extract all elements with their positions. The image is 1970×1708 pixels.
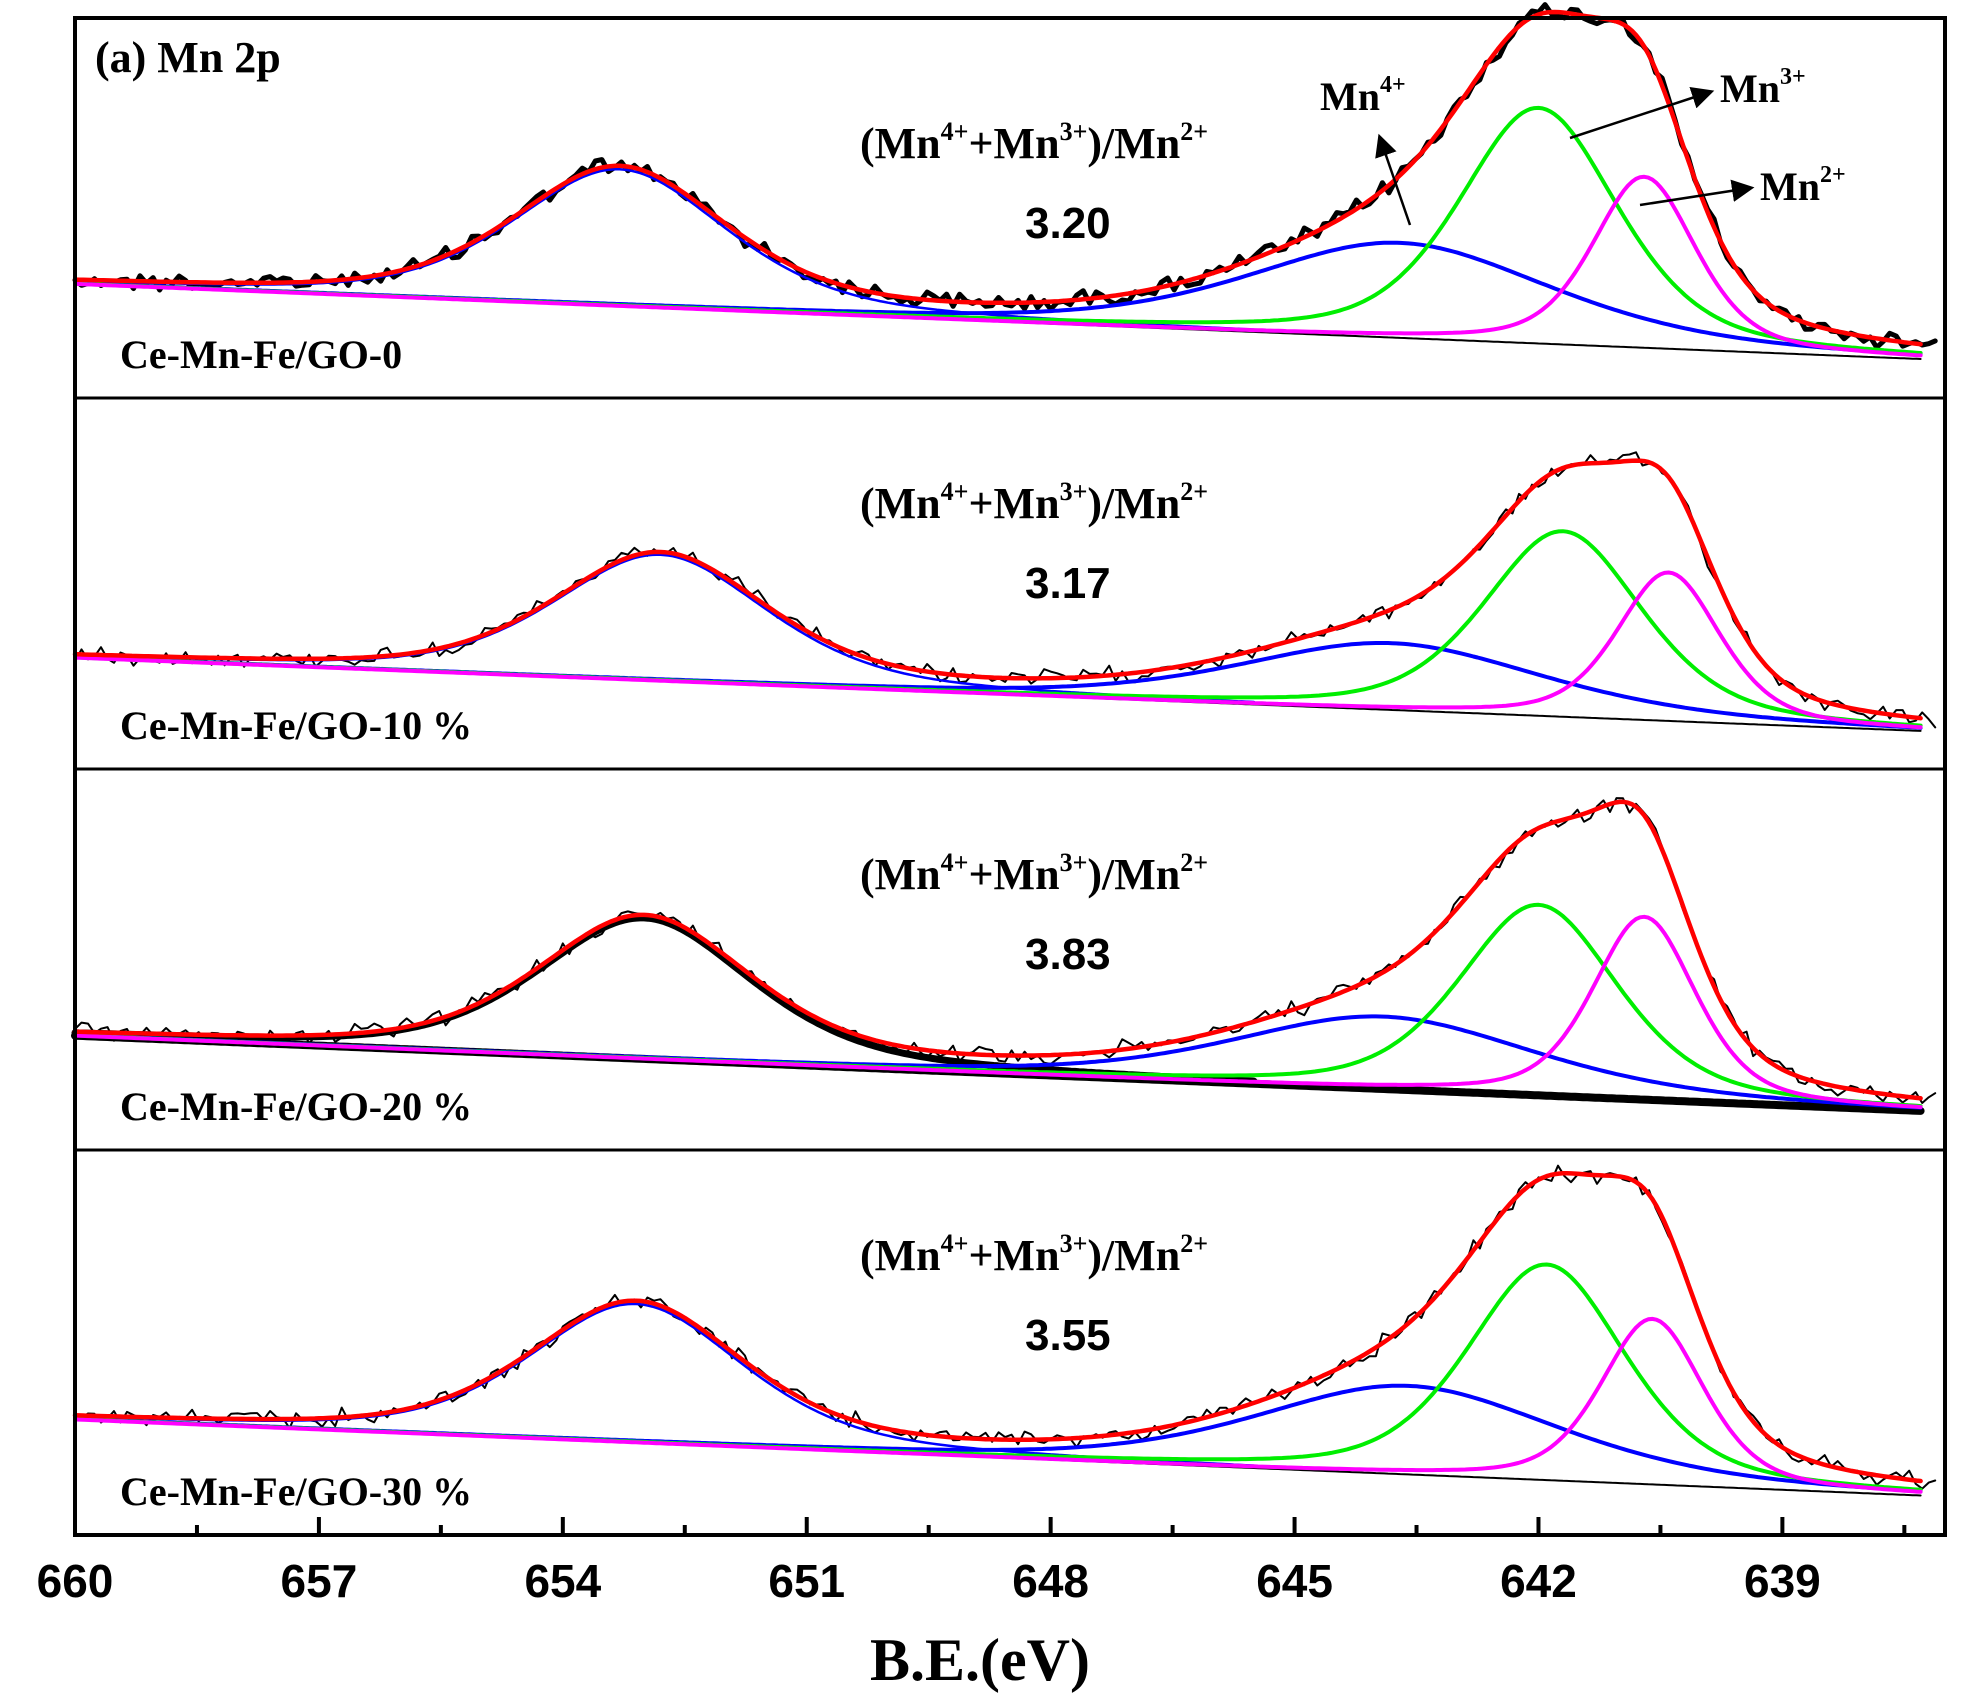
x-tick-label: 657 — [281, 1555, 358, 1607]
curves-layer — [71, 2, 1938, 1497]
fit-envelope — [72, 1171, 1923, 1484]
plot-frame — [73, 16, 1947, 1537]
annotation-layer: Mn4+ Mn3+ Mn2+ — [1320, 64, 1846, 226]
text-layer: Ce-Mn-Fe/GO-0 (Mn4++Mn3+)/Mn2+ 3.20 Ce-Mn-F… — [37, 33, 1821, 1693]
panel-label: Ce-Mn-Fe/GO-10 % — [120, 703, 472, 748]
arrow-mn3plus — [1569, 86, 1715, 140]
x-axis-title: B.E.(eV) — [870, 1627, 1090, 1693]
fit-envelope — [72, 799, 1923, 1101]
frame-layer — [73, 16, 1947, 1537]
x-tick-label: 648 — [1012, 1555, 1089, 1607]
chart-title: (a) Mn 2p — [95, 33, 281, 82]
ratio-label: (Mn4++Mn3+)/Mn2+ — [860, 117, 1208, 168]
panel-label: Ce-Mn-Fe/GO-30 % — [120, 1469, 472, 1514]
peak-mn2plus — [73, 1316, 1923, 1494]
fit-envelope — [72, 458, 1923, 721]
panel-4 — [72, 1164, 1937, 1497]
ratio-value: 3.83 — [1025, 930, 1111, 979]
ratio-value: 3.55 — [1025, 1311, 1111, 1360]
ratio-value: 3.20 — [1025, 199, 1111, 248]
x-tick-label: 660 — [37, 1555, 114, 1607]
ratio-value: 3.17 — [1025, 559, 1111, 608]
annotation-mn3plus: Mn3+ — [1720, 64, 1806, 111]
panel-label: Ce-Mn-Fe/GO-20 % — [120, 1084, 472, 1129]
panel-label: Ce-Mn-Fe/GO-0 — [120, 332, 402, 377]
ratio-label: (Mn4++Mn3+)/Mn2+ — [860, 1229, 1208, 1280]
x-tick-label: 642 — [1500, 1555, 1577, 1607]
x-tick-label: 639 — [1744, 1555, 1821, 1607]
fit-envelope — [72, 9, 1923, 347]
x-tick-label: 654 — [524, 1555, 601, 1607]
ratio-label: (Mn4++Mn3+)/Mn2+ — [860, 848, 1208, 899]
x-tick-label: 645 — [1256, 1555, 1333, 1607]
ratio-label: (Mn4++Mn3+)/Mn2+ — [860, 477, 1208, 528]
peak-mn2plus — [73, 914, 1923, 1110]
arrow-mn4plus — [1375, 133, 1412, 226]
peak-mn2plus — [73, 570, 1923, 730]
x-tick-label: 651 — [768, 1555, 845, 1607]
panel-2 — [72, 451, 1937, 732]
panel-1 — [72, 2, 1938, 360]
raw-spectrum — [74, 451, 1937, 729]
panel-3 — [71, 797, 1937, 1115]
annotation-mn4plus: Mn4+ — [1320, 72, 1406, 119]
arrow-mn2plus — [1639, 179, 1755, 207]
annotation-mn2plus: Mn2+ — [1760, 162, 1846, 209]
peak-mn3plus — [73, 529, 1923, 728]
peak-mn2plus — [73, 174, 1923, 358]
